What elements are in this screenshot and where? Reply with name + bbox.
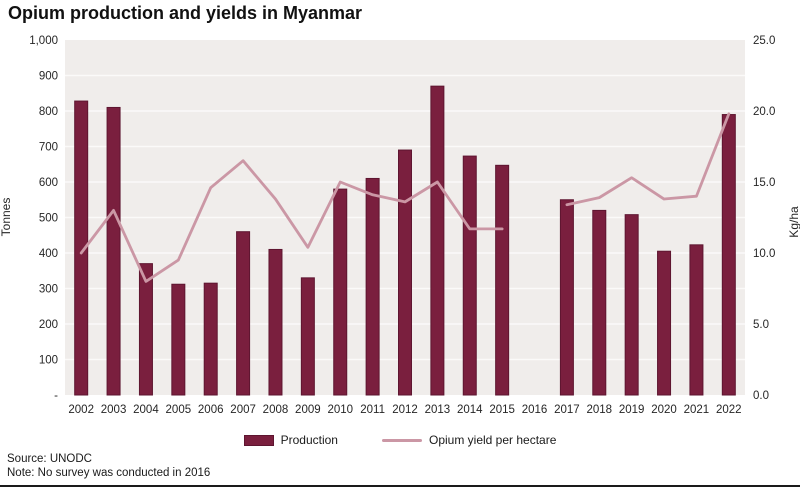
source-note: Source: UNODC [7,453,92,465]
left-axis-title: Tonnes [0,197,13,237]
left-axis-tick: 300 [39,284,58,296]
x-axis-tick: 2010 [327,404,353,416]
bar-2017 [559,199,574,396]
left-axis-tick: 400 [39,248,58,260]
left-axis-tick: 800 [39,106,58,118]
x-axis-tick: 2002 [68,404,94,416]
x-axis-tick: 2007 [230,404,256,416]
x-axis-tick: 2018 [586,404,612,416]
chart-footer: Source: UNODC Note: No survey was conduc… [7,452,210,480]
legend-production-label: Production [280,433,338,447]
x-axis-tick: 2013 [425,404,451,416]
x-axis-tick: 2003 [101,404,127,416]
x-axis-tick: 2020 [651,404,677,416]
bar-2004 [138,263,153,396]
right-axis-title: Kg/ha [787,206,800,238]
bar-2012 [398,149,412,396]
bar-2019 [624,214,639,396]
x-axis-tick: 2008 [263,404,289,416]
page-title: Opium production and yields in Myanmar [8,3,363,23]
right-axis-tick: 0.0 [753,390,769,402]
x-axis-tick: 2017 [554,404,580,416]
right-axis-tick: 25.0 [753,35,775,47]
x-axis-tick: 2004 [133,404,159,416]
chart-legend: Production Opium yield per hectare [0,433,800,447]
yield-line-swatch-icon [381,438,422,442]
bar-2022 [721,114,736,396]
x-axis-tick: 2022 [716,404,742,416]
bar-2013 [430,85,445,396]
x-axis-tick: 2009 [295,404,321,416]
x-axis-tick: 2015 [489,404,515,416]
x-axis-tick: 2006 [198,404,224,416]
x-axis-tick: 2016 [522,404,548,416]
left-axis-tick: 900 [39,71,58,83]
bar-2006 [203,282,218,396]
bar-2021 [689,244,704,396]
opium-production-chart: 1,000 900 800 700 600 500 400 300 200 100 - 25.0 20.… [29,35,775,416]
x-axis-tick: 2014 [457,404,483,416]
legend-yield-label: Opium yield per hectare [428,433,557,447]
x-axis-tick: 2019 [619,404,645,416]
bar-2010 [333,188,348,396]
left-axis-tick: 100 [39,355,58,367]
left-axis-tick: - [54,390,58,402]
survey-note: Note: No survey was conducted in 2016 [7,467,211,479]
bar-2018 [592,209,607,396]
bar-2011 [365,177,380,396]
production-swatch-icon [243,434,274,446]
bar-2014 [462,155,477,396]
bar-2007 [236,231,251,396]
right-axis-tick: 20.0 [753,106,775,118]
legend-item-production: Production [243,433,338,447]
bar-2020 [657,250,672,396]
yield-line [565,112,731,207]
x-axis-tick: 2011 [360,404,385,416]
right-axis-tick: 15.0 [753,177,775,189]
right-axis-tick: 10.0 [753,248,775,260]
x-axis-tick: 2021 [684,404,710,416]
legend-item-yield: Opium yield per hectare [381,433,557,447]
x-axis-tick: 2012 [392,404,418,416]
left-axis-tick: 600 [39,177,58,189]
left-axis-tick: 200 [39,319,58,331]
right-axis-tick: 5.0 [753,319,769,331]
x-axis-tick: 2005 [166,404,192,416]
left-axis-tick: 500 [39,213,58,225]
left-axis-tick: 1,000 [29,35,58,47]
bar-2008 [268,248,283,396]
bar-2003 [106,106,121,396]
yield-line [79,159,504,283]
bar-2015 [495,164,510,396]
bar-2009 [300,277,315,396]
bar-2002 [74,100,89,396]
left-axis-tick: 700 [39,142,58,154]
bar-2005 [171,283,186,396]
